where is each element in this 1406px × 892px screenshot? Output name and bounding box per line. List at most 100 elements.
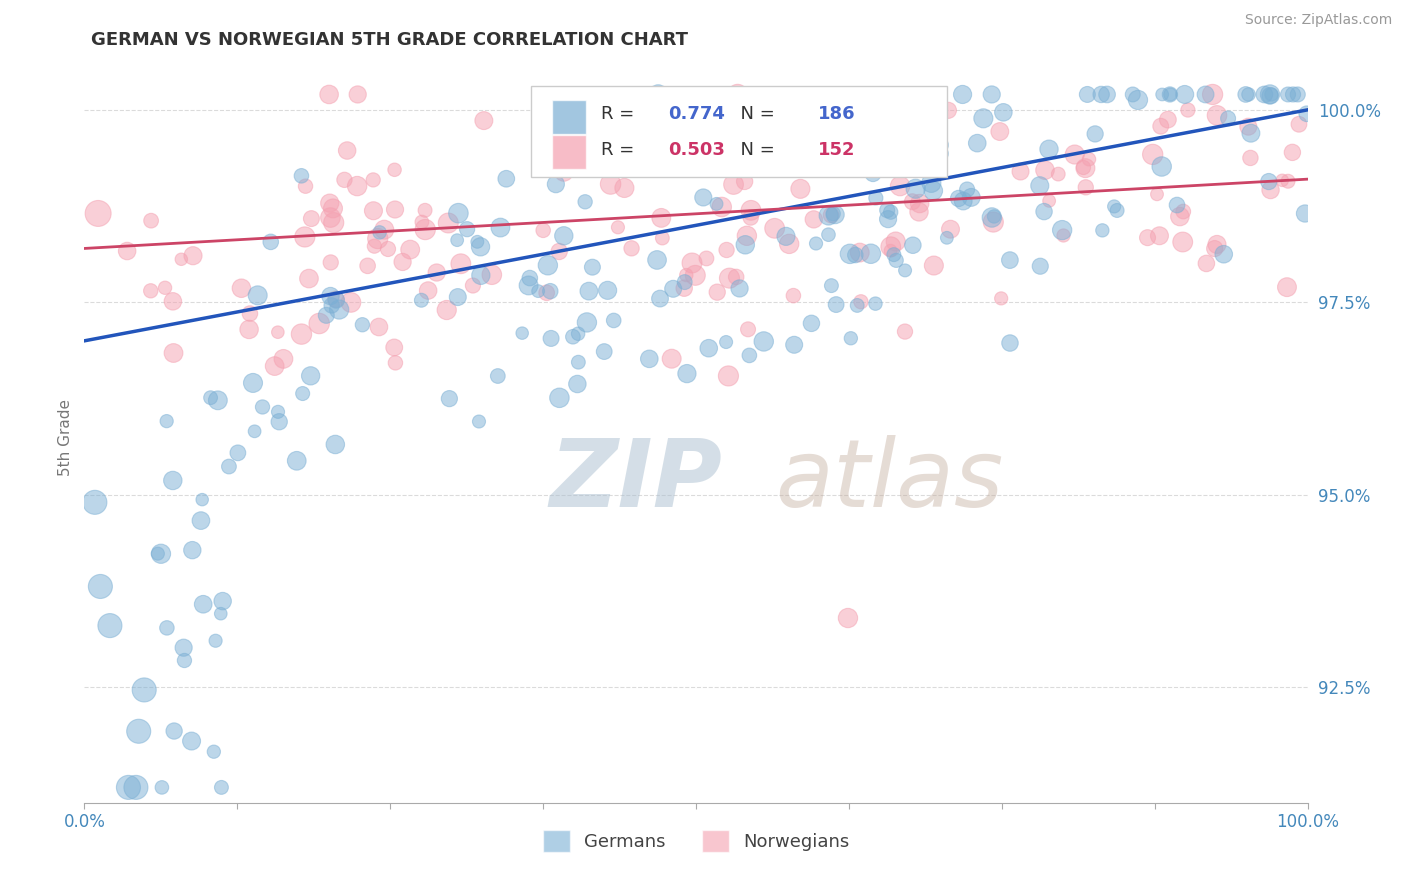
Point [607, 220, 630, 235]
Point [319, 196, 342, 211]
Point [990, 292, 1012, 306]
Point [922, 259, 945, 273]
Point [468, 415, 491, 429]
Point [299, 368, 322, 383]
Point [894, 263, 917, 277]
Point [294, 230, 316, 244]
Point [599, 177, 621, 191]
Point [1239, 151, 1261, 165]
FancyBboxPatch shape [531, 86, 946, 178]
Point [1090, 87, 1112, 102]
Point [748, 160, 770, 174]
Text: R =: R = [600, 104, 640, 123]
Point [346, 179, 368, 194]
Point [966, 136, 988, 150]
Point [1206, 237, 1229, 252]
Point [367, 320, 389, 334]
Point [823, 207, 845, 221]
Point [856, 161, 879, 175]
Point [191, 492, 214, 507]
Point [204, 633, 226, 648]
Point [368, 226, 391, 240]
Point [382, 341, 405, 355]
FancyBboxPatch shape [551, 135, 586, 169]
Point [321, 298, 343, 312]
Point [1275, 280, 1298, 294]
Point [714, 334, 737, 349]
Point [98, 618, 121, 632]
Point [883, 247, 905, 261]
Point [839, 331, 862, 345]
Point [734, 237, 756, 252]
Point [638, 351, 661, 366]
Point [439, 392, 461, 406]
Point [322, 202, 344, 216]
Point [323, 437, 346, 451]
Point [1281, 145, 1303, 160]
Point [929, 146, 952, 161]
Point [651, 231, 673, 245]
Point [1073, 161, 1095, 175]
Point [928, 138, 950, 153]
Point [1076, 87, 1098, 102]
Point [673, 275, 696, 289]
Point [231, 281, 253, 295]
Point [328, 302, 350, 317]
Point [226, 446, 249, 460]
Point [1166, 198, 1188, 212]
Point [315, 309, 337, 323]
Point [548, 391, 571, 405]
FancyBboxPatch shape [551, 100, 586, 134]
Point [207, 393, 229, 408]
Point [647, 87, 669, 102]
Point [935, 231, 957, 245]
Point [242, 376, 264, 390]
Point [486, 369, 509, 384]
Point [837, 611, 859, 625]
Point [517, 278, 540, 293]
Point [162, 474, 184, 488]
Point [567, 376, 589, 391]
Point [908, 205, 931, 219]
Point [413, 222, 436, 236]
Point [567, 326, 589, 341]
Point [162, 294, 184, 309]
Point [800, 316, 823, 330]
Point [180, 734, 202, 748]
Point [325, 292, 347, 306]
Point [128, 724, 150, 739]
Legend: Germans, Norwegians: Germans, Norwegians [536, 823, 856, 860]
Point [1277, 174, 1299, 188]
Text: N =: N = [728, 104, 780, 123]
Point [384, 162, 406, 177]
Y-axis label: 5th Grade: 5th Grade [58, 399, 73, 475]
Point [1146, 187, 1168, 202]
Text: R =: R = [600, 141, 640, 159]
Point [384, 356, 406, 370]
Point [939, 222, 962, 236]
Point [181, 249, 204, 263]
Point [537, 258, 560, 272]
Point [1152, 87, 1174, 102]
Point [727, 87, 749, 102]
Point [820, 208, 842, 222]
Point [880, 205, 903, 219]
Point [411, 293, 433, 308]
Point [290, 169, 312, 183]
Point [880, 240, 903, 254]
Point [193, 597, 215, 611]
Point [901, 194, 924, 209]
Point [202, 745, 225, 759]
Point [575, 315, 598, 329]
Point [998, 336, 1021, 351]
Point [567, 355, 589, 369]
Point [367, 231, 389, 245]
Point [972, 112, 994, 126]
Point [738, 348, 761, 362]
Point [536, 285, 558, 300]
Point [117, 780, 139, 795]
Point [650, 211, 672, 225]
Point [740, 211, 762, 225]
Point [489, 220, 512, 235]
Point [211, 594, 233, 608]
